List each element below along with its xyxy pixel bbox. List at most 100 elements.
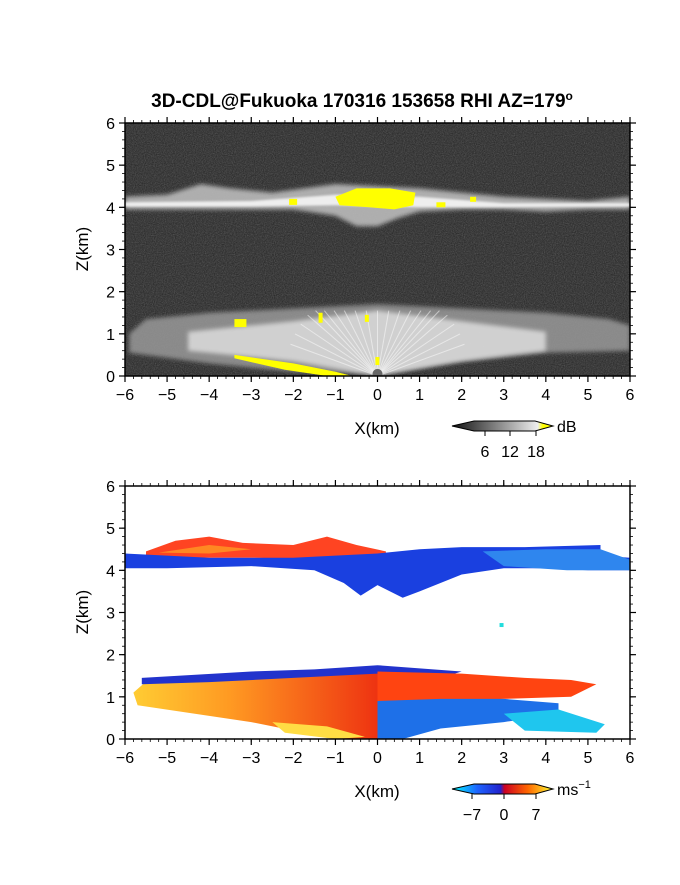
velocity-colorbar-tick-label: −7 [463,807,481,824]
velocity-xtick-label: 6 [626,750,635,767]
backscatter-xtick-label: 3 [499,387,508,404]
velocity-colorbar-gradient [451,783,555,795]
backscatter-xtick-label: 1 [415,387,424,404]
backscatter-ylabel: Z(km) [73,227,92,271]
upper-positive-velocity-core [158,545,252,554]
velocity-colorbar-tick-label: 7 [532,807,541,824]
lidar-beam [377,310,412,376]
velocity-xtick-label: 4 [541,750,550,767]
lidar-beam [294,333,378,376]
backscatter-xtick-label: −5 [158,387,176,404]
backscatter-xtick-label: −2 [284,387,302,404]
lidar-beam [315,310,378,376]
velocity-xtick-label: −4 [200,750,218,767]
velocity-xtick-label: −3 [242,750,260,767]
backscatter-colorbar-tick-label: 18 [527,444,545,461]
lidar-beam [324,310,378,376]
lidar-beam [377,343,465,376]
upper-positive-velocity [146,536,386,560]
backscatter-xtick-label: 2 [457,387,466,404]
velocity-panel: −6 −5 −4 −3 −2 −1 0 1 2 3 4 5 6 0 1 2 3 4 5 6 X(km) Z(km) m… [73,479,636,824]
lidar-beam [377,333,461,376]
backscatter-ytick-label: 0 [106,369,115,386]
lower-layer-top-negative [141,665,462,685]
lidar-beam [290,343,378,376]
backscatter-ytick-label: 3 [106,243,115,260]
lower-positive-velocity [133,667,378,739]
velocity-xtick-label: 0 [373,750,382,767]
lidar-beam [354,310,378,376]
upper-high-intensity-patch [470,196,477,202]
velocity-ylabel: Z(km) [73,590,92,634]
backscatter-ytick-label: 5 [106,158,115,175]
lidar-beam [377,310,422,376]
upper-high-intensity [335,188,416,210]
backscatter-xtick-label: 6 [626,387,635,404]
velocity-colorbar-tick-label: 0 [500,807,509,824]
backscatter-ytick-label: 4 [106,200,115,217]
velocity-ytick-label: 3 [106,606,115,623]
lower-high-intensity-patch [375,357,380,366]
velocity-xlabel: X(km) [354,782,399,801]
lidar-beam [343,310,378,376]
velocity-ytick-label: 4 [106,563,115,580]
backscatter-ytick-label: 2 [106,285,115,302]
isolated-echo [499,623,504,628]
velocity-features [125,536,630,739]
lidar-beam [307,314,378,376]
velocity-axes: −6 −5 −4 −3 −2 −1 0 1 2 3 4 5 6 0 1 2 3 4 5 6 [106,479,636,767]
lower-negative-velocity [377,698,559,739]
lower-east-positive-velocity [377,671,597,704]
backscatter-colorbar-tick-label: 6 [481,444,490,461]
backscatter-ytick-label: 6 [106,116,115,133]
ground-echo [234,354,353,376]
upper-negative-velocity-light [482,549,630,571]
backscatter-features [125,184,630,376]
backscatter-ytick-label: 1 [106,327,115,344]
velocity-ytick-label: 0 [106,732,115,749]
velocity-xtick-label: −5 [158,750,176,767]
lower-layer-core [188,310,546,376]
lidar-beam [377,310,440,376]
velocity-xtick-label: 3 [499,750,508,767]
lidar-beam [377,323,455,376]
lower-positive-velocity-near-ground [272,722,365,739]
velocity-xtick-label: −1 [326,750,344,767]
velocity-ytick-label: 2 [106,648,115,665]
lower-high-intensity-patch [234,319,247,328]
lower-high-intensity-patch [364,314,369,322]
lidar-beam [333,310,378,376]
chart-title: 3D-CDL@Fukuoka 170316 153658 RHI AZ=179o [151,89,573,112]
lidar-beam [377,310,431,376]
velocity-ytick-label: 6 [106,479,115,496]
backscatter-xtick-label: −6 [116,387,134,404]
backscatter-xtick-label: −3 [242,387,260,404]
backscatter-colorbar-unit: dB [557,419,577,436]
velocity-xtick-label: −2 [284,750,302,767]
lidar-beam [377,310,390,376]
velocity-xtick-label: 1 [415,750,424,767]
velocity-xtick-label: 2 [457,750,466,767]
backscatter-xtick-label: 5 [583,387,592,404]
velocity-ytick-label: 1 [106,690,115,707]
backscatter-axes: −6 −5 −4 −3 −2 −1 0 1 2 3 4 5 6 0 1 2 3 4 5 6 [106,116,636,404]
backscatter-xtick-label: 0 [373,387,382,404]
backscatter-xtick-label: −1 [326,387,344,404]
backscatter-colorbar-tick-label: 12 [501,444,519,461]
lower-negative-velocity-light [503,709,605,733]
lidar-beam [377,314,448,376]
lidar-beam [377,310,401,376]
backscatter-colorbar: dB 6 12 18 [451,419,577,461]
backscatter-colorbar-gradient [451,420,555,432]
velocity-xtick-label: 5 [583,750,592,767]
backscatter-xtick-label: 4 [541,387,550,404]
velocity-colorbar: ms−1 −7 0 7 [451,779,591,824]
upper-high-intensity-patch [436,202,446,208]
backscatter-xtick-label: −4 [200,387,218,404]
velocity-ytick-label: 5 [106,521,115,538]
velocity-colorbar-unit: ms−1 [557,779,591,799]
lower-high-intensity-patch [318,312,323,323]
lidar-beam [300,323,378,376]
